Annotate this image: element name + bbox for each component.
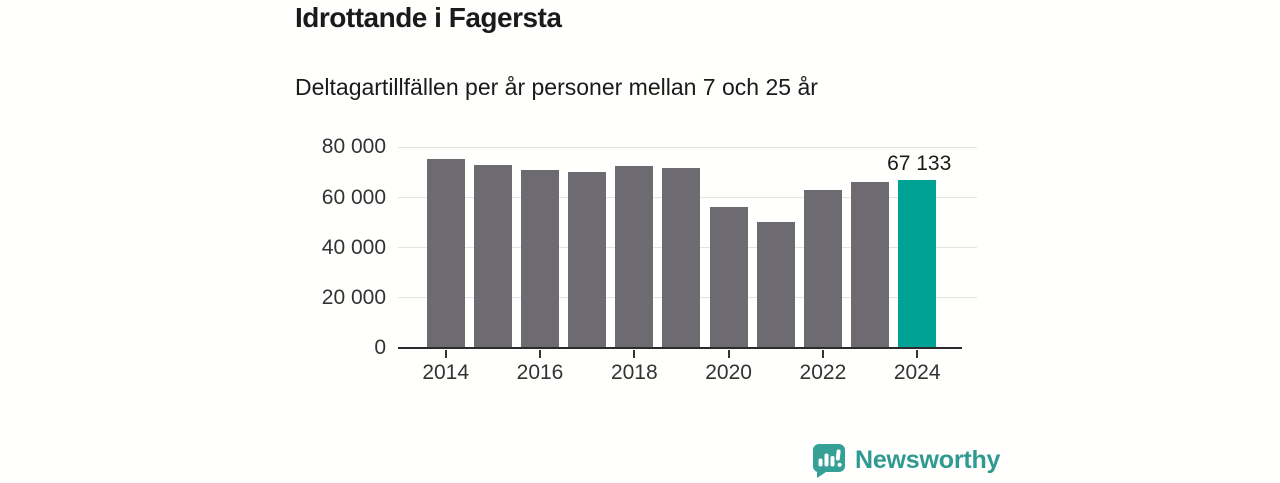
bar-2024 <box>898 179 937 348</box>
x-axis-tick-label: 2020 <box>705 361 752 384</box>
newsworthy-wordmark: Newsworthy <box>855 445 1001 474</box>
x-axis-tick <box>727 349 730 358</box>
x-axis-tick-label: 2014 <box>422 361 470 384</box>
x-axis-tick <box>539 349 541 358</box>
newsworthy-brand: Newsworthy <box>809 442 1000 478</box>
x-axis-tick <box>916 349 919 358</box>
bar-2014 <box>426 159 465 348</box>
x-axis-tick <box>444 349 447 358</box>
x-axis-line <box>398 346 962 349</box>
gridline-80000 <box>398 146 977 148</box>
newsworthy-logo-icon <box>809 442 846 478</box>
x-axis-tick-label: 2016 <box>516 361 564 384</box>
bar-2018 <box>615 165 654 348</box>
y-axis-tick-label: 80 000 <box>321 135 386 159</box>
bar-2017 <box>568 171 607 348</box>
y-axis-tick-label: 40 000 <box>321 235 386 259</box>
bar-2020 <box>709 207 748 348</box>
bar-2022 <box>803 190 842 348</box>
x-axis-tick-label: 2022 <box>799 361 847 384</box>
bar-2016 <box>521 169 559 348</box>
y-axis-tick-label: 60 000 <box>321 185 386 209</box>
highlight-value-label: 67 133 <box>887 151 952 175</box>
x-axis-tick <box>633 349 636 358</box>
bar-2019 <box>662 168 701 348</box>
x-axis-tick-label: 2024 <box>893 361 941 384</box>
bar-2021 <box>756 222 795 348</box>
x-axis-tick <box>821 349 824 358</box>
chart-subtitle: Deltagartillfällen per år personer mella… <box>295 74 818 100</box>
y-axis-tick-label: 0 <box>374 336 386 359</box>
y-axis-tick-label: 20 000 <box>321 285 386 309</box>
bar-2023 <box>851 181 890 348</box>
chart-title: Idrottande i Fagersta <box>295 2 562 33</box>
bar-2015 <box>473 164 512 348</box>
x-axis-tick-label: 2018 <box>610 361 658 384</box>
